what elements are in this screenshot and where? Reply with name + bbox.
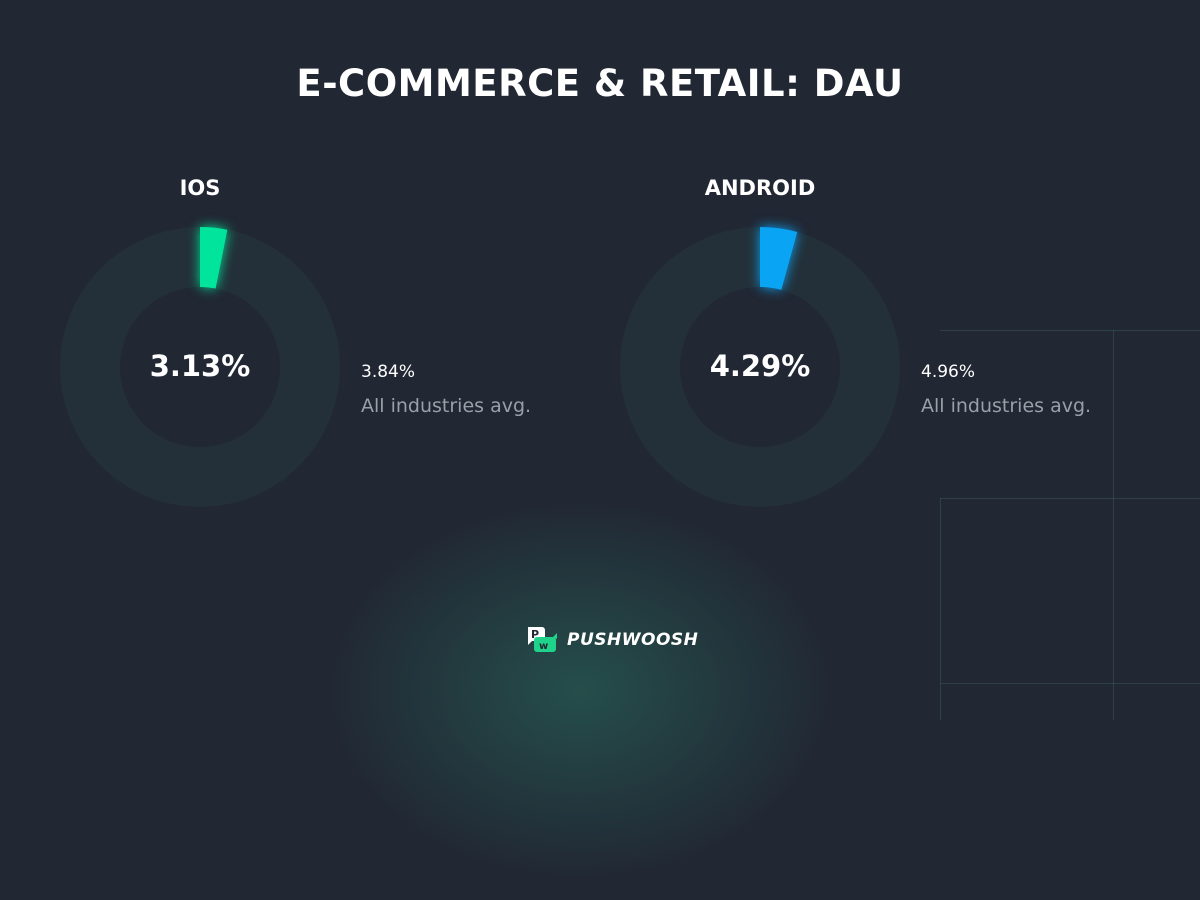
grid-line [940, 498, 1200, 499]
donut-value-segment [760, 227, 798, 290]
ios-title: IOS [179, 176, 221, 200]
android-avg-label: All industries avg. [921, 395, 1092, 417]
ios-avg-value: 3.84% [361, 362, 416, 382]
ios-avg-label: All industries avg. [361, 395, 532, 417]
android-avg-value: 4.96% [921, 362, 976, 382]
android-value: 4.29% [709, 349, 811, 383]
ios-donut [60, 227, 340, 507]
svg-text:P: P [531, 628, 539, 641]
grid-line [940, 330, 1200, 331]
android-donut [620, 227, 900, 507]
android-title: ANDROID [704, 176, 816, 200]
pushwoosh-logo: P w PUSHWOOSH [525, 625, 698, 655]
svg-text:w: w [539, 641, 548, 652]
ios-value: 3.13% [149, 349, 251, 383]
grid-line [1113, 330, 1114, 720]
page-title: E-COMMERCE & RETAIL: DAU [296, 62, 904, 105]
background-glow [300, 480, 860, 900]
pushwoosh-logo-icon: P w [528, 627, 557, 652]
grid-line [940, 498, 941, 720]
brand-name: PUSHWOOSH [567, 630, 699, 650]
donut-value-segment [200, 227, 228, 289]
grid-line [940, 683, 1200, 684]
